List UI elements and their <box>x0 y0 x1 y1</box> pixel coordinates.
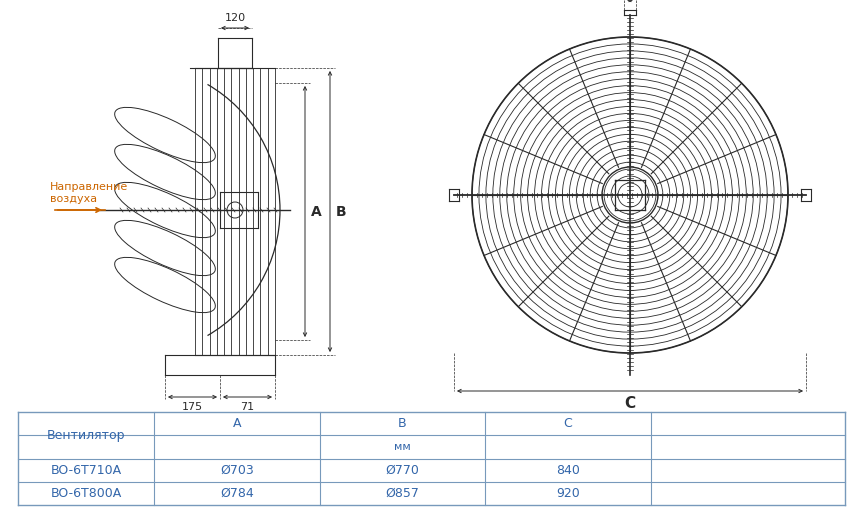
Text: Ø857: Ø857 <box>386 487 419 500</box>
Text: 71: 71 <box>240 402 255 412</box>
Text: A: A <box>311 204 322 219</box>
Text: C: C <box>564 417 573 430</box>
Text: Вентилятор: Вентилятор <box>47 429 126 442</box>
Text: B: B <box>336 204 347 219</box>
Text: 175: 175 <box>182 402 203 412</box>
Text: Направление
воздуха: Направление воздуха <box>50 183 128 204</box>
Text: Ø703: Ø703 <box>220 463 254 477</box>
Text: 920: 920 <box>556 487 579 500</box>
Text: Ø770: Ø770 <box>386 463 419 477</box>
Text: 840: 840 <box>556 463 580 477</box>
Text: мм: мм <box>394 442 411 452</box>
Text: Ø784: Ø784 <box>220 487 254 500</box>
Text: BO-6T800A: BO-6T800A <box>51 487 122 500</box>
Text: C: C <box>624 396 635 411</box>
Text: BO-6T710A: BO-6T710A <box>51 463 121 477</box>
Text: B: B <box>399 417 407 430</box>
Text: 120: 120 <box>225 13 245 23</box>
Text: A: A <box>233 417 241 430</box>
